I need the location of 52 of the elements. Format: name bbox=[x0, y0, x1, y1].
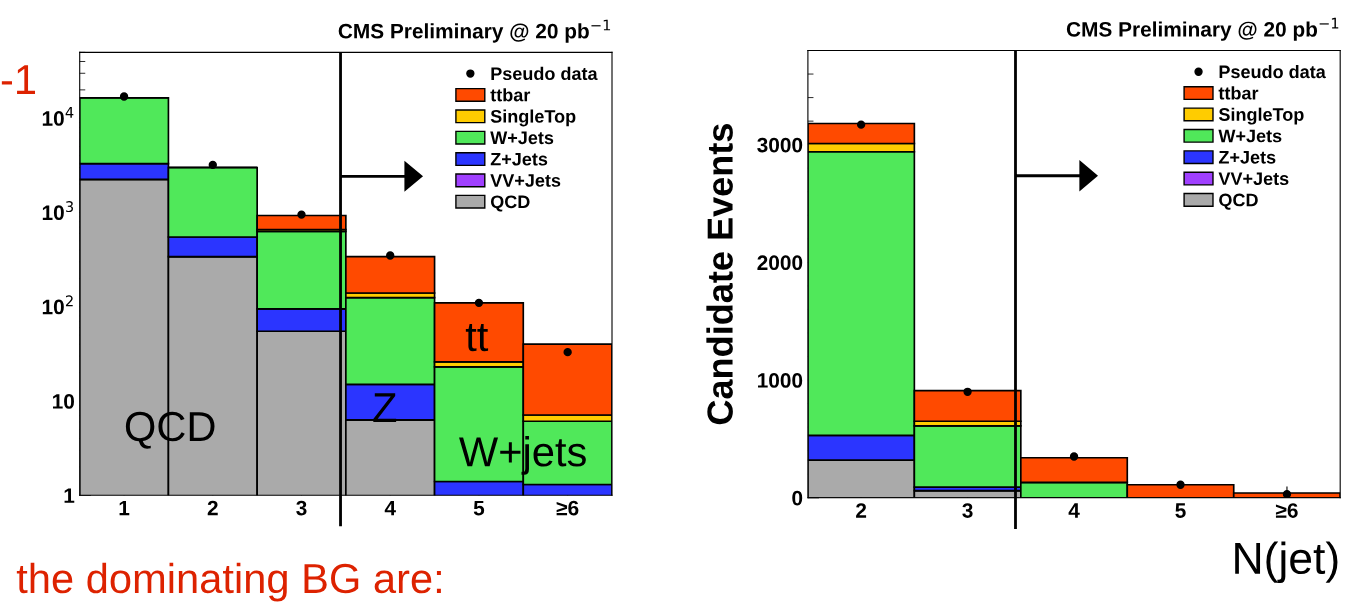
y-tick-label: 3000 bbox=[757, 137, 803, 153]
legend-label: ttbar bbox=[490, 88, 531, 102]
point bbox=[297, 210, 306, 219]
chart-title: CMS Preliminary @ 20 pb$^{−1}$ bbox=[338, 19, 611, 43]
point bbox=[1069, 452, 1079, 461]
point bbox=[119, 92, 129, 101]
x-tick-label: ≥6 bbox=[556, 500, 579, 516]
text: the dominating BG are: bbox=[16, 562, 441, 602]
y-tick-label: 10$^{2}$ bbox=[42, 295, 73, 315]
y-tick-label: 10$^{4}$ bbox=[42, 107, 74, 126]
legend-label: Z+Jets bbox=[490, 152, 548, 166]
legend-label: SingleTop bbox=[1218, 107, 1304, 125]
legend-label: QCD bbox=[1219, 193, 1258, 210]
point bbox=[856, 120, 866, 129]
legend-label: ttbar bbox=[1218, 86, 1259, 100]
x-tick-label: 2 bbox=[856, 503, 867, 518]
x-tick-label: 2 bbox=[207, 500, 218, 516]
y-tick-label: 10 bbox=[52, 394, 74, 409]
y-tick-label: 1000 bbox=[758, 373, 803, 388]
annotation: tt bbox=[465, 324, 489, 352]
legend-label: W+Jets bbox=[1218, 129, 1282, 143]
point bbox=[563, 347, 572, 357]
x-tick-label: 5 bbox=[473, 500, 485, 516]
legend-label: Pseudo data bbox=[1219, 64, 1326, 79]
y-tick-label: 0 bbox=[792, 490, 803, 506]
point bbox=[208, 160, 217, 170]
chart-title: CMS Preliminary @ 20 pb$^{−1}$ bbox=[1066, 17, 1339, 41]
point bbox=[1282, 490, 1292, 498]
legend-label: Z+Jets bbox=[1218, 151, 1276, 164]
legend-label: SingleTop bbox=[490, 109, 576, 127]
text: -1 bbox=[1, 65, 36, 94]
x-tick-label: 4 bbox=[1068, 503, 1080, 518]
y-tick-label: 1 bbox=[64, 488, 75, 503]
legend-label: Pseudo data bbox=[491, 66, 598, 81]
legend-label: QCD bbox=[490, 195, 530, 212]
x-tick-label: 5 bbox=[1175, 503, 1186, 518]
y-tick-label: 2000 bbox=[757, 255, 803, 271]
x-tick-label: 1 bbox=[119, 500, 130, 516]
x-tick-label: 3 bbox=[962, 503, 973, 518]
point bbox=[963, 387, 972, 396]
legend-label: VV+Jets bbox=[1218, 172, 1289, 186]
x-tick-label: ≥6 bbox=[1275, 503, 1298, 518]
point bbox=[474, 298, 484, 308]
x-axis-title: N(jet) bbox=[1235, 541, 1338, 583]
x-tick-label: 3 bbox=[296, 500, 307, 516]
legend-label: W+Jets bbox=[490, 131, 554, 145]
legend-label: VV+Jets bbox=[490, 174, 561, 187]
y-axis-title: Candidate Events bbox=[706, 124, 733, 425]
y-tick-label: 10$^{3}$ bbox=[42, 201, 73, 221]
point bbox=[1176, 480, 1185, 489]
x-tick-label: 4 bbox=[384, 500, 396, 516]
point bbox=[386, 251, 395, 260]
